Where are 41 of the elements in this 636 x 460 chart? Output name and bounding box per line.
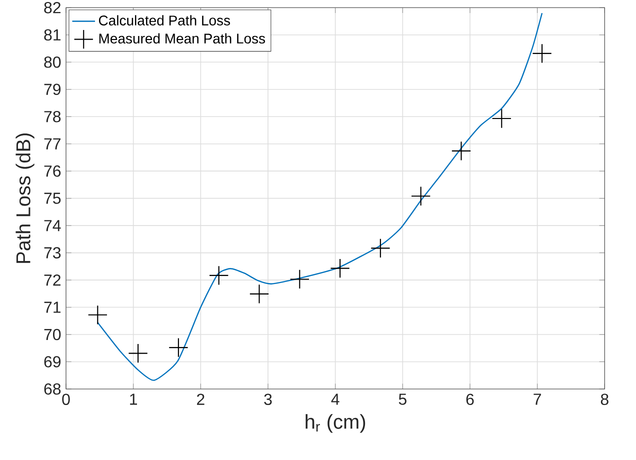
x-tick-label: 2 <box>197 394 204 405</box>
legend-label: Calculated Path Loss <box>98 15 230 26</box>
x-axis-title: h$_{r}$ (cm) <box>306 414 366 433</box>
x-tick-label: 7 <box>534 394 541 405</box>
x-tick-label: 6 <box>466 394 474 406</box>
point <box>208 266 229 286</box>
y-tick-label: 80 <box>44 56 61 68</box>
point <box>168 338 188 358</box>
point <box>88 305 108 325</box>
y-tick-label: 69 <box>44 356 61 368</box>
y-tick-label: 82 <box>44 2 60 14</box>
y-tick-label: 70 <box>44 328 61 340</box>
x-tick-label: 8 <box>600 394 608 406</box>
y-tick-label: 77 <box>44 138 60 150</box>
y-tick-label: 72 <box>44 274 60 286</box>
y-tick-label: 68 <box>44 383 61 395</box>
line-series <box>97 12 543 381</box>
y-tick-label: 71 <box>44 302 61 313</box>
point <box>249 284 270 304</box>
point <box>330 258 350 278</box>
point <box>532 44 552 64</box>
x-tick-label: 3 <box>264 394 272 406</box>
y-tick-label: 76 <box>44 165 61 177</box>
y-tick-label: 79 <box>44 84 61 96</box>
y-tick-label: 78 <box>44 110 61 122</box>
x-tick-label: 1 <box>130 394 137 405</box>
y-tick-label: 74 <box>44 220 61 232</box>
point <box>451 141 472 161</box>
point <box>370 238 390 258</box>
x-tick-label: 5 <box>398 394 406 405</box>
point <box>410 186 431 206</box>
y-tick-label: 73 <box>44 247 61 258</box>
legend-label: Measured Mean Path Loss <box>99 33 266 44</box>
point <box>492 108 512 128</box>
point <box>128 343 148 364</box>
point <box>290 269 310 290</box>
y-tick-label: 81 <box>44 29 61 41</box>
y-tick-label: 75 <box>44 192 61 204</box>
x-tick-label: 4 <box>331 394 340 405</box>
x-tick-label: 0 <box>62 394 70 406</box>
y-axis-title: Path Loss (dB) <box>16 133 34 263</box>
